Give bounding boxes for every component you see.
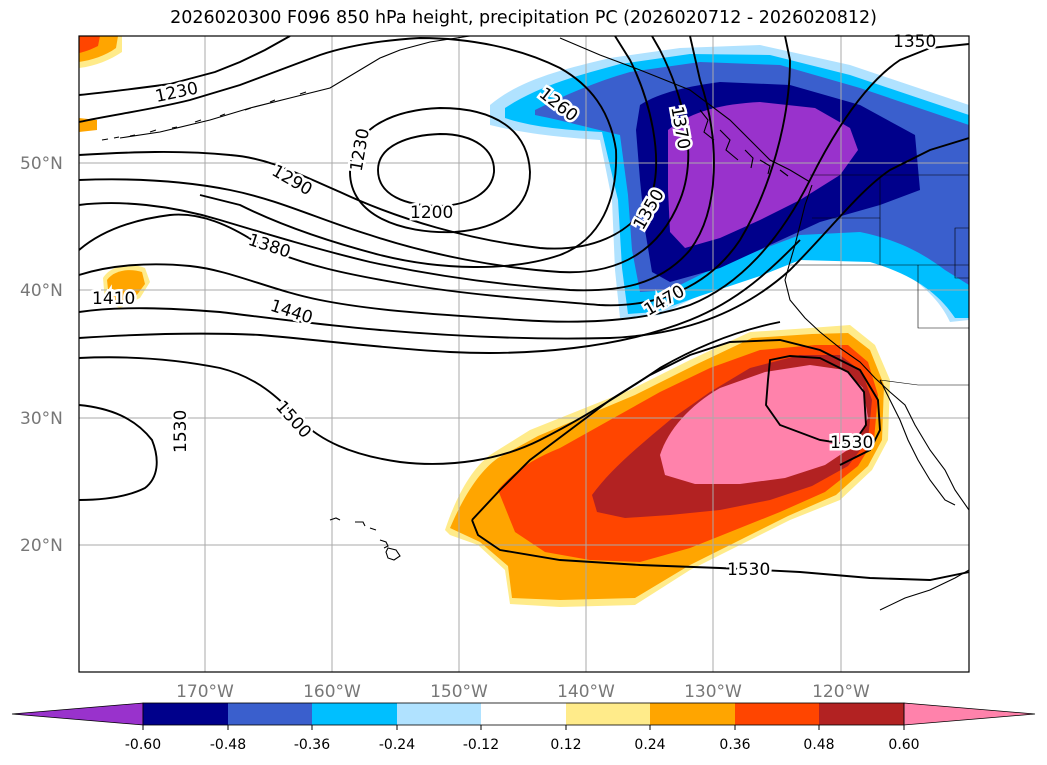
lon-tick-label: 120°W: [812, 682, 870, 702]
bc-islands: [699, 109, 789, 177]
dry-anomaly-band-purple: [668, 102, 858, 248]
contour-1530-inner: [765, 355, 867, 447]
contour-1470: [79, 239, 801, 354]
alaska-coast: [119, 36, 811, 183]
contour-label: 1530: [830, 433, 873, 453]
lat-tick-label: 30°N: [20, 409, 63, 429]
contour-label: 1290: [268, 161, 315, 200]
contour-label: 1530: [171, 410, 191, 453]
coastlines: [101, 36, 969, 611]
contour-label: 1230: [347, 127, 374, 173]
mexico-south-coast: [879, 569, 969, 611]
lat-tick-label: 40°N: [20, 281, 63, 301]
lon-tick-label: 130°W: [684, 682, 742, 702]
wet-patch-northwest-inner: [79, 36, 100, 53]
contour-1530-box: [471, 519, 969, 581]
contour-1350: [79, 36, 715, 292]
contour-label: 1200: [410, 203, 453, 223]
precipitation-fill-layer: [79, 36, 969, 607]
contour-label: 1500: [271, 397, 315, 443]
contour-1530-south: [471, 339, 881, 521]
lon-tick-label: 140°W: [557, 682, 615, 702]
contour-1440: [79, 137, 969, 340]
lat-tick-label: 50°N: [20, 154, 63, 174]
contour-1320: [79, 36, 690, 274]
contour-1230-west: [79, 36, 291, 96]
contour-1500: [79, 321, 781, 465]
axis-labels: 50°N 40°N 30°N 20°N 170°W 160°W 150°W 14…: [20, 154, 870, 702]
lon-tick-label: 170°W: [176, 682, 234, 702]
height-contours: [79, 36, 969, 581]
state-borders: [790, 174, 969, 386]
contour-1200: [377, 133, 495, 207]
contour-label: 1440: [268, 296, 315, 328]
contour-1380: [79, 36, 791, 307]
gridlines: [79, 36, 969, 672]
chart-title: 2026020300 F096 850 hPa height, precipit…: [170, 8, 877, 28]
lat-tick-label: 20°N: [20, 536, 63, 556]
contour-label: 1530: [727, 560, 770, 580]
contour-1230-ring: [349, 107, 531, 234]
contour-label: 1350: [893, 32, 936, 52]
baja-california: [879, 379, 956, 506]
contour-label: 1230: [153, 78, 199, 107]
contour-1260: [79, 37, 618, 268]
wet-anomaly-band-pink: [660, 365, 868, 484]
contour-1530-west: [79, 404, 158, 501]
lon-tick-label: 150°W: [430, 682, 488, 702]
contour-1290: [79, 36, 658, 250]
contour-label: 1410: [92, 289, 135, 309]
wet-patch-near-40n-core: [107, 270, 145, 302]
aleutian-islands: [101, 91, 307, 141]
hawaiian-islands: [329, 517, 401, 561]
plot-frame: [78, 35, 970, 673]
contour-label: 1380: [246, 230, 293, 262]
contour-1410: [79, 43, 969, 323]
lon-tick-label: 160°W: [303, 682, 361, 702]
